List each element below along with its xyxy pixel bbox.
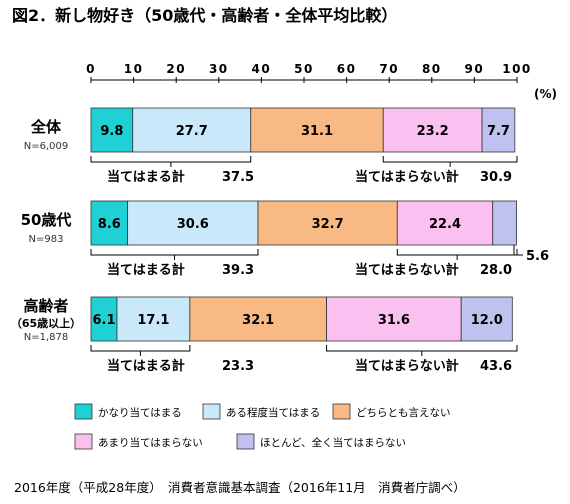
segment-value-label: 30.6 [177, 217, 209, 232]
row-n: N=1,878 [24, 332, 69, 343]
bar-segment [90, 200, 129, 246]
outside-label-leader [513, 245, 523, 256]
segment-value-label: 22.4 [429, 217, 461, 232]
bar-row: 全体 N=6,009 9.8 27.7 31.1 23.2 7.7 当てはまる計 37.5 当ては… [24, 107, 518, 185]
legend-item: ある程度当てはまる [202, 403, 320, 420]
legend-label: かなり当てはまる [98, 406, 182, 419]
tick-label: 100 [502, 62, 532, 76]
agree-total-label: 当てはまる計 [107, 169, 185, 185]
legend-item: あまり当てはまらない [74, 433, 203, 450]
bar-row: 50歳代 N=983 8.6 30.6 32.7 22.4 5.6 当てはまる計 39.3 当ては… [21, 200, 549, 278]
segment-value-label: 32.7 [312, 217, 344, 232]
tick-label: 20 [166, 62, 186, 76]
bar-row: 高齢者（65歳以上） N=1,878 6.1 17.1 32.1 31.6 12.0 当てはま… [11, 296, 518, 374]
legend-swatch [236, 433, 255, 450]
disagree-total-label: 当てはまらない計 [355, 262, 459, 278]
tick-label: 30 [209, 62, 229, 76]
chart-title: 図2．新し物好き（50歳代・高齢者・全体平均比較） [12, 6, 397, 25]
x-axis: 0 10 20 30 40 50 60 70 80 90 100 [86, 62, 532, 83]
row-sublabel: （65歳以上） [11, 316, 81, 330]
disagree-bracket [396, 249, 518, 256]
bar-segment [116, 296, 191, 342]
legend-swatch [74, 433, 93, 450]
row-label: 全体 [30, 118, 62, 136]
legend-item: どちらとも言えない [332, 403, 451, 420]
segment-value-label: 27.7 [176, 124, 208, 139]
bar-segment [90, 296, 118, 342]
bar-segment [189, 296, 327, 342]
bar-segment [132, 107, 252, 153]
legend-item: かなり当てはまる [74, 403, 182, 420]
legend-label: どちらとも言えない [356, 406, 451, 419]
segment-value-label: 8.6 [98, 217, 121, 232]
segment-value-label: 32.1 [242, 313, 274, 328]
disagree-total-value: 43.6 [480, 359, 512, 374]
segment-value-label: 9.8 [100, 124, 123, 139]
outside-value-label: 5.6 [526, 249, 549, 264]
tick-label: 80 [422, 62, 442, 76]
legend-swatch [202, 403, 221, 420]
segment-value-label: 17.1 [137, 313, 169, 328]
agree-total-label: 当てはまる計 [107, 262, 185, 278]
agree-bracket [90, 345, 191, 352]
disagree-total-value: 28.0 [480, 263, 512, 278]
tick-label: 0 [86, 62, 96, 76]
row-label: 50歳代 [21, 211, 72, 229]
bar-segment [382, 107, 483, 153]
disagree-total-label: 当てはまらない計 [355, 169, 459, 185]
tick-label: 90 [465, 62, 485, 76]
tick-label: 60 [337, 62, 357, 76]
legend-label: ある程度当てはまる [226, 406, 320, 419]
segment-value-label: 31.6 [378, 313, 410, 328]
legend-swatch [74, 403, 93, 420]
bar-segment [460, 296, 513, 342]
segment-value-label: 31.1 [301, 124, 333, 139]
bar-segment [326, 296, 462, 342]
legend-label: あまり当てはまらない [98, 436, 203, 449]
bar-segment [481, 107, 516, 153]
tick-label: 50 [294, 62, 314, 76]
legend-label: ほとんど、全く当てはまらない [260, 436, 406, 449]
row-n: N=983 [29, 234, 64, 245]
bar-segment [90, 107, 134, 153]
disagree-total-value: 30.9 [480, 170, 512, 185]
disagree-total-label: 当てはまらない計 [355, 358, 459, 374]
chart-rows: 全体 N=6,009 9.8 27.7 31.1 23.2 7.7 当てはまる計 37.5 当ては… [11, 107, 549, 374]
agree-total-value: 37.5 [222, 170, 254, 185]
segment-value-label: 7.7 [487, 124, 510, 139]
segment-value-label: 6.1 [92, 313, 115, 328]
agree-bracket [90, 249, 259, 256]
row-label: 高齢者 [23, 297, 68, 315]
source-note: 2016年度（平成28年度） 消費者意識基本調査（2016年11月 消費者庁調べ… [14, 480, 466, 495]
bar-segment [396, 200, 494, 246]
disagree-bracket [326, 345, 518, 352]
legend-item: ほとんど、全く当てはまらない [236, 433, 406, 450]
bar-segment [127, 200, 259, 246]
row-n: N=6,009 [24, 141, 69, 152]
segment-value-label: 23.2 [417, 124, 449, 139]
tick-label: 10 [124, 62, 144, 76]
bar-segment [492, 200, 517, 246]
bar-segment [250, 107, 384, 153]
disagree-bracket [382, 156, 518, 163]
unit-label: (%) [534, 87, 557, 101]
agree-total-value: 39.3 [222, 263, 254, 278]
agree-bracket [90, 156, 252, 163]
legend-swatch [332, 403, 351, 420]
tick-label: 40 [252, 62, 272, 76]
tick-label: 70 [379, 62, 399, 76]
agree-total-value: 23.3 [222, 359, 254, 374]
segment-value-label: 12.0 [471, 313, 503, 328]
bar-segment [257, 200, 398, 246]
agree-total-label: 当てはまる計 [107, 358, 185, 374]
